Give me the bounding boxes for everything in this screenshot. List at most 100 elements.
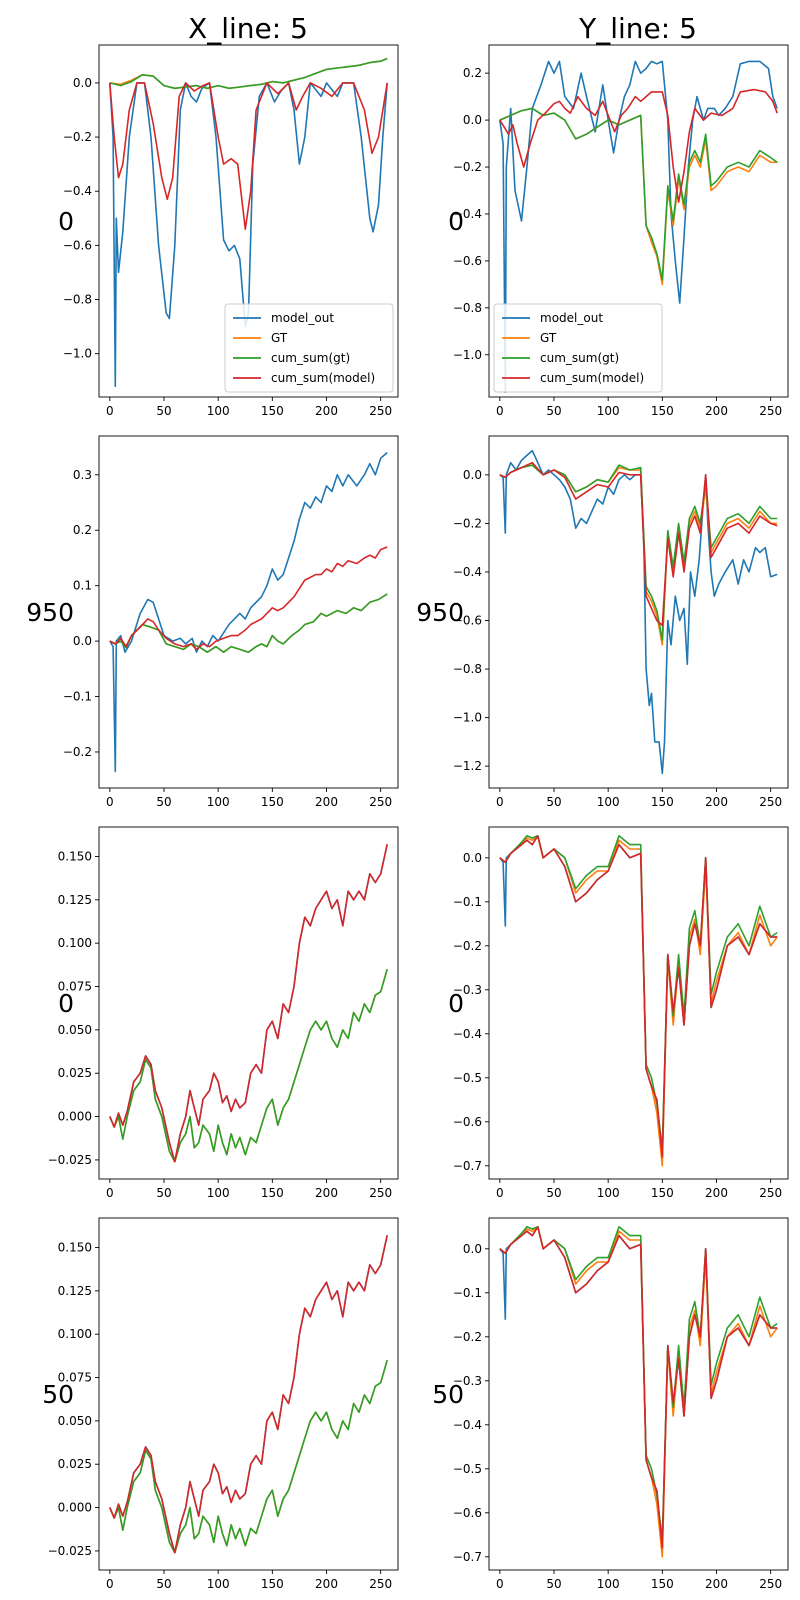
row-label: 50 [42,1380,74,1409]
series-line-model-out [499,449,778,775]
x-tick-label: 150 [261,1577,284,1591]
series-line-model-out [499,1226,778,1549]
y-tick-label: −0.6 [453,1115,482,1129]
x-tick-label: 0 [106,795,114,809]
y-tick-label: 0.125 [58,893,92,907]
y-tick-label: 0.075 [58,980,92,994]
x-tick-label: 50 [546,1577,561,1591]
y-tick-label: 0.150 [58,1240,92,1254]
legend: model_out GT cum_sum(gt) cum_sum(model) [493,303,663,393]
series-line-cum-sum-gt- [499,1226,778,1540]
column-title-x: X_line: 5 [188,12,308,45]
y-tick-label: −0.2 [453,516,482,530]
y-tick-label: −1.0 [453,711,482,725]
y-tick-label: −1.2 [453,759,482,773]
column-title-y: Y_line: 5 [578,12,697,45]
y-tick-label: −0.2 [453,160,482,174]
y-tick-label: −0.025 [48,1153,92,1167]
row-label: 950 [416,598,464,627]
subplot-grid: 0 0 50 100 150 200 250 −1.0 −0.8 −0.6 −0.4 −0.2 0.0 m… [26,44,789,1591]
x-tick-label: 200 [315,1577,338,1591]
y-tick-label: 0.100 [58,1327,92,1341]
x-tick-label: 100 [597,404,620,418]
legend: model_out GT cum_sum(gt) cum_sum(model) [224,303,394,393]
y-tick-label: −0.2 [453,939,482,953]
y-tick-label: 0.0 [73,634,92,648]
y-tick-label: 0.125 [58,1284,92,1298]
series-line-cum-sum-model- [109,546,388,651]
x-tick-label: 250 [759,404,782,418]
x-tick-label: 50 [156,1186,171,1200]
x-tick-label: 50 [156,795,171,809]
x-tick-label: 250 [369,1186,392,1200]
y-tick-label: −0.6 [63,238,92,252]
y-tick-label: −0.4 [63,184,92,198]
y-tick-label: 0.0 [463,851,482,865]
x-tick-label: 50 [156,1577,171,1591]
row-label: 0 [448,207,464,236]
series-line-cum-sum-gt- [109,1359,388,1554]
x-tick-label: 150 [651,1577,674,1591]
x-tick-label: 250 [369,1577,392,1591]
legend-box [224,303,394,393]
y-tick-label: −0.5 [453,1071,482,1085]
legend-label: GT [271,331,288,345]
subplot-r0c1: 0 0 50 100 150 200 250 −1.0 −0.8 −0.6 −0.4 −0.2 0.0 0… [448,44,789,418]
x-tick-label: 100 [207,1186,230,1200]
x-tick-label: 150 [651,1186,674,1200]
series-line-cum-sum-model- [109,82,388,230]
x-tick-label: 50 [546,404,561,418]
series-line-cum-sum-gt- [499,835,778,1149]
x-tick-label: 100 [207,1577,230,1591]
axes-frame [488,435,789,789]
x-tick-label: 50 [546,1186,561,1200]
y-tick-label: −0.2 [453,1330,482,1344]
series-line-cum-sum-model- [109,1235,388,1554]
y-tick-label: −0.1 [63,690,92,704]
x-tick-label: 0 [496,404,504,418]
series-line-gt [499,1226,778,1558]
series-line-gt [109,593,388,653]
legend-box [493,303,663,393]
y-tick-label: 0.025 [58,1457,92,1471]
axes-frame [98,826,399,1180]
x-tick-label: 0 [496,1186,504,1200]
series-line-cum-sum-gt- [109,968,388,1163]
y-tick-label: −0.7 [453,1550,482,1564]
series-line-cum-sum-gt- [499,107,778,281]
x-tick-label: 0 [106,1577,114,1591]
x-tick-label: 150 [261,1186,284,1200]
axes-frame [488,44,789,398]
x-tick-label: 150 [651,404,674,418]
legend-label: model_out [271,311,334,325]
y-tick-label: −0.5 [453,1462,482,1476]
y-tick-label: −0.4 [453,1418,482,1432]
series-line-gt [499,107,778,286]
row-label: 950 [26,598,74,627]
legend-label: GT [540,331,557,345]
y-tick-label: 0.0 [463,1242,482,1256]
y-tick-label: −0.2 [63,130,92,144]
axes-frame [488,1217,789,1571]
x-tick-label: 150 [651,795,674,809]
x-tick-label: 100 [207,795,230,809]
series-line-cum-sum-model- [499,835,778,1158]
y-tick-label: −1.0 [453,348,482,362]
axes-frame [98,44,399,398]
y-tick-label: −0.6 [453,613,482,627]
y-tick-label: −1.0 [63,347,92,361]
axes-frame [98,1217,399,1571]
x-tick-label: 200 [705,404,728,418]
series-line-model-out [109,844,388,1163]
y-tick-label: 0.2 [73,523,92,537]
series-line-gt [499,464,778,646]
axes-frame [98,435,399,789]
series-line-model-out [109,1235,388,1554]
y-tick-label: −0.4 [453,1027,482,1041]
series-line-cum-sum-gt- [109,57,388,90]
row-label: 0 [58,989,74,1018]
x-tick-label: 0 [496,795,504,809]
y-tick-label: 0.0 [463,468,482,482]
legend-label: cum_sum(gt) [540,351,619,365]
